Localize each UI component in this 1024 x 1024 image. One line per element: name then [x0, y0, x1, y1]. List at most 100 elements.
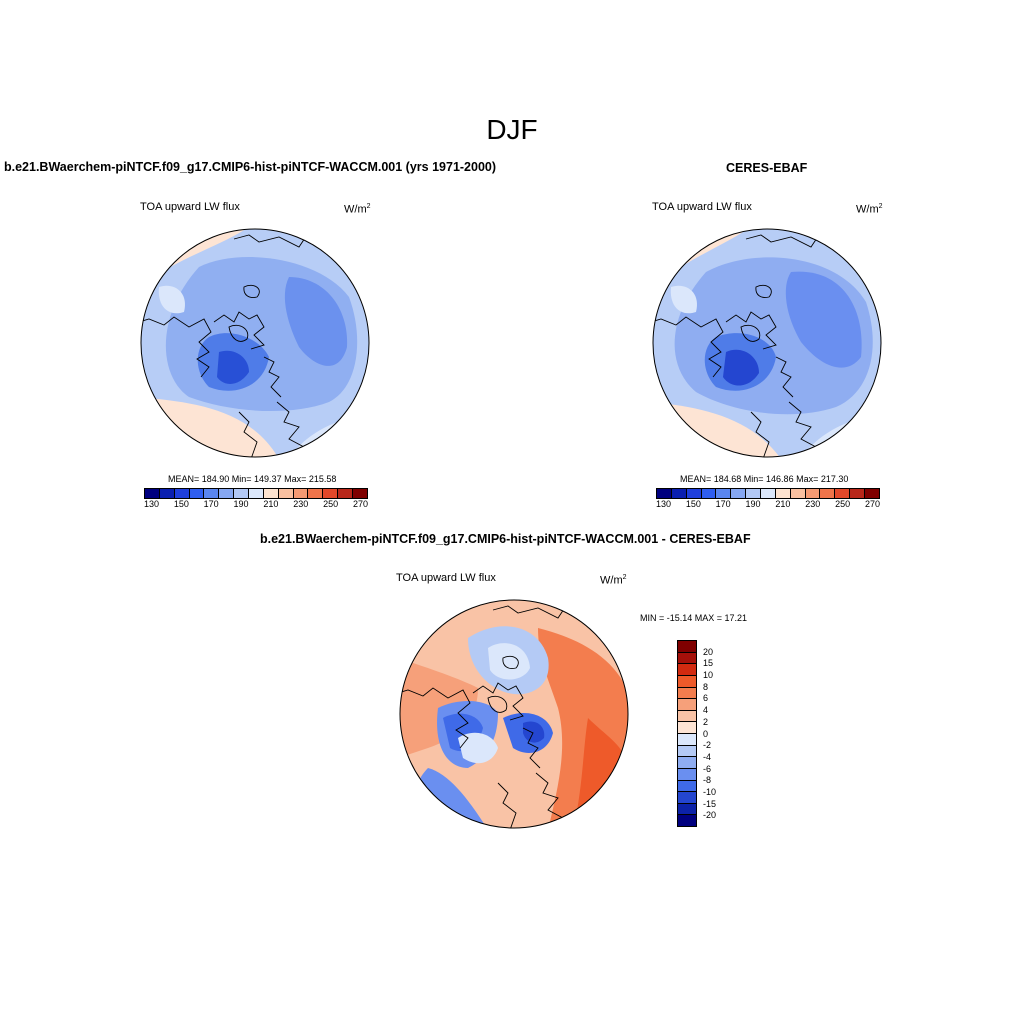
colorbar-tick-label: 170 [715, 499, 731, 509]
model-colorbar-swatches [144, 488, 368, 499]
colorbar-tick-label: -6 [703, 763, 712, 774]
colorbar-swatch [293, 489, 309, 498]
colorbar-swatch [805, 489, 821, 498]
colorbar-swatch [174, 489, 190, 498]
diff-polar-map [399, 599, 629, 829]
colorbar-swatch [657, 489, 672, 498]
colorbar-tick-label: -20 [703, 810, 717, 821]
colorbar-swatch [731, 489, 747, 498]
colorbar-swatch [308, 489, 324, 498]
colorbar-swatch [865, 489, 879, 498]
colorbar-tick-label: 20 [703, 646, 714, 657]
colorbar-swatch [678, 745, 696, 758]
colorbar-tick-label: -10 [703, 786, 717, 797]
colorbar-swatch [678, 652, 696, 665]
colorbar-swatch [278, 489, 294, 498]
colorbar-tick-label: 150 [685, 499, 701, 509]
colorbar-tick-label: 0 [703, 728, 709, 739]
diff-panel-title: b.e21.BWaerchem-piNTCF.f09_g17.CMIP6-his… [260, 532, 751, 546]
colorbar-tick-label: 250 [323, 499, 339, 509]
colorbar-tick-label: 6 [703, 693, 709, 704]
colorbar-swatch [790, 489, 806, 498]
colorbar-tick-label: 130 [655, 499, 671, 509]
colorbar-tick-label: 190 [745, 499, 761, 509]
colorbar-tick-label: 150 [173, 499, 189, 509]
colorbar-tick-label: -15 [703, 798, 717, 809]
colorbar-tick-label: 170 [203, 499, 219, 509]
colorbar-swatch [746, 489, 762, 498]
colorbar-swatch [678, 675, 696, 688]
model-polar-map [140, 228, 370, 458]
colorbar-swatch [263, 489, 279, 498]
colorbar-swatch [716, 489, 732, 498]
colorbar-swatch [204, 489, 220, 498]
obs-stats: MEAN= 184.68 Min= 146.86 Max= 217.30 [680, 474, 849, 484]
colorbar-swatch [775, 489, 791, 498]
colorbar-tick-label: 8 [703, 681, 709, 692]
colorbar-tick-label: 10 [703, 670, 714, 681]
model-panel-title: b.e21.BWaerchem-piNTCF.f09_g17.CMIP6-his… [4, 160, 497, 174]
colorbar-tick-label: 250 [835, 499, 851, 509]
colorbar-swatch [850, 489, 866, 498]
obs-variable-label: TOA upward LW flux [652, 201, 752, 213]
colorbar-swatch [159, 489, 175, 498]
colorbar-tick-label: 190 [233, 499, 249, 509]
colorbar-swatch [686, 489, 702, 498]
colorbar-swatch [678, 780, 696, 793]
colorbar-tick-label: 130 [143, 499, 159, 509]
colorbar-swatch [678, 768, 696, 781]
colorbar-swatch [820, 489, 836, 498]
colorbar-swatch [678, 815, 696, 826]
colorbar-swatch [249, 489, 264, 498]
colorbar-tick-label: 230 [805, 499, 821, 509]
model-unit-label: W/m2 [344, 203, 371, 216]
colorbar-swatch [678, 757, 696, 769]
obs-colorbar-ticks: 130 150 170 190 210 230 250 270 [656, 499, 880, 511]
diff-variable-label: TOA upward LW flux [396, 572, 496, 584]
model-stats: MEAN= 184.90 Min= 149.37 Max= 215.58 [168, 474, 337, 484]
diff-colorbar-swatches [677, 640, 697, 827]
colorbar-swatch [338, 489, 354, 498]
colorbar-tick-label: 15 [703, 658, 714, 669]
colorbar-tick-label: 270 [865, 499, 881, 509]
colorbar-tick-label: 210 [263, 499, 279, 509]
colorbar-swatch [323, 489, 339, 498]
colorbar-swatch [835, 489, 851, 498]
obs-unit-label: W/m2 [856, 203, 883, 216]
colorbar-swatch [678, 722, 696, 734]
colorbar-swatch [678, 803, 696, 816]
colorbar-tick-label: 270 [353, 499, 369, 509]
colorbar-tick-label: -8 [703, 775, 712, 786]
obs-panel-title: CERES-EBAF [726, 161, 808, 175]
colorbar-swatch [678, 710, 696, 723]
colorbar-swatch [701, 489, 717, 498]
model-colorbar: 130 150 170 190 210 230 250 270 [144, 488, 368, 511]
colorbar-swatch [234, 489, 250, 498]
colorbar-swatch [678, 792, 696, 804]
colorbar-swatch [145, 489, 160, 498]
colorbar-tick-label: 4 [703, 705, 709, 716]
colorbar-swatch [671, 489, 687, 498]
colorbar-swatch [678, 664, 696, 676]
season-title: DJF [486, 114, 538, 145]
colorbar-swatch [678, 734, 696, 746]
colorbar-swatch [189, 489, 205, 498]
obs-polar-map [652, 228, 882, 458]
colorbar-tick-label: 2 [703, 716, 709, 727]
model-colorbar-ticks: 130 150 170 190 210 230 250 270 [144, 499, 368, 511]
colorbar-swatch [678, 641, 696, 653]
diff-colorbar: 20 15 10 8 6 4 2 0 -2 -4 -6 -8 -10 -15 -20 [677, 640, 716, 827]
colorbar-tick-label: -4 [703, 751, 712, 762]
colorbar-tick-label: 230 [293, 499, 309, 509]
colorbar-swatch [678, 687, 696, 700]
colorbar-tick-label: 210 [775, 499, 791, 509]
diff-minmax: MIN = -15.14 MAX = 17.21 [640, 613, 748, 623]
model-variable-label: TOA upward LW flux [140, 201, 240, 213]
obs-colorbar-swatches [656, 488, 880, 499]
colorbar-swatch [678, 699, 696, 711]
colorbar-swatch [761, 489, 776, 498]
colorbar-swatch [219, 489, 235, 498]
colorbar-tick-label: -2 [703, 740, 712, 751]
diff-unit-label: W/m2 [600, 574, 627, 587]
obs-colorbar: 130 150 170 190 210 230 250 270 [656, 488, 880, 511]
